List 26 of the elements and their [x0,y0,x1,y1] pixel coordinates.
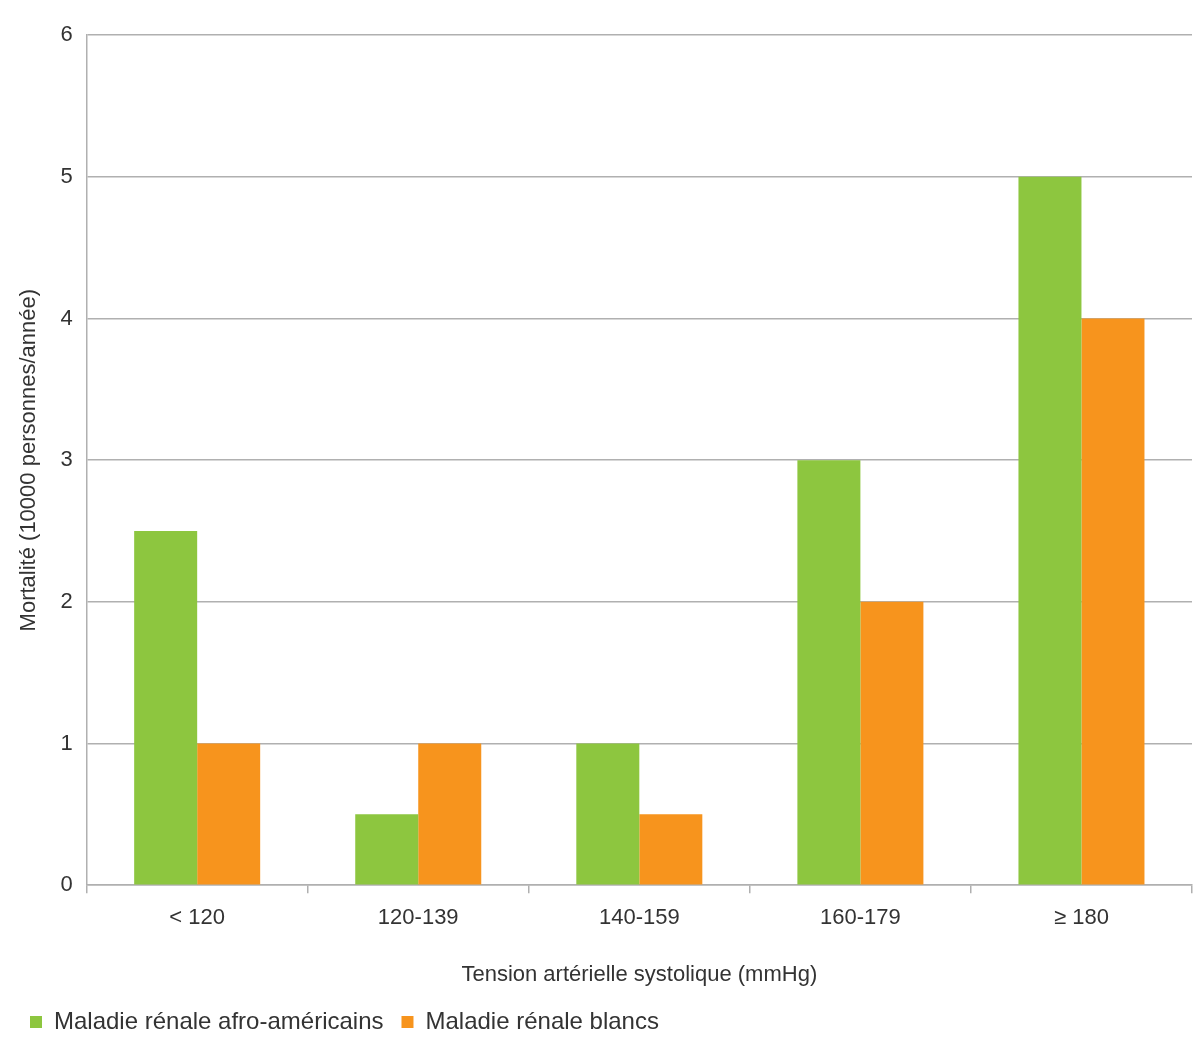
bar [355,814,419,885]
x-tick-label: < 120 [169,904,226,930]
bar [576,743,640,885]
x-tick-label: 160-179 [820,904,901,930]
bar [797,460,861,885]
x-tick-label: 140-159 [598,904,680,930]
y-tick-label: 3 [60,446,73,472]
x-tick-label: ≥ 180 [1054,904,1109,930]
bar [639,814,703,885]
bar [1018,176,1082,885]
y-tick-label: 1 [60,729,73,755]
y-tick-label: 6 [60,21,73,47]
y-tick-label: 0 [60,871,73,897]
y-tick-label: 4 [60,304,73,330]
bar [860,601,924,885]
bar [134,531,198,885]
bar [418,743,482,885]
legend-label: Maladie rénale blancs [425,1006,659,1034]
x-tick-label: 120-139 [377,904,459,930]
legend-label: Maladie rénale afro-américains [54,1006,384,1034]
bar [1081,318,1145,885]
bar [197,743,261,885]
y-axis-title: Mortalité (10000 personnes/année) [15,288,41,632]
y-tick-label: 5 [60,162,73,188]
x-axis-title: Tension artérielle systolique (mmHg) [461,960,818,986]
y-tick-label: 2 [60,587,73,613]
